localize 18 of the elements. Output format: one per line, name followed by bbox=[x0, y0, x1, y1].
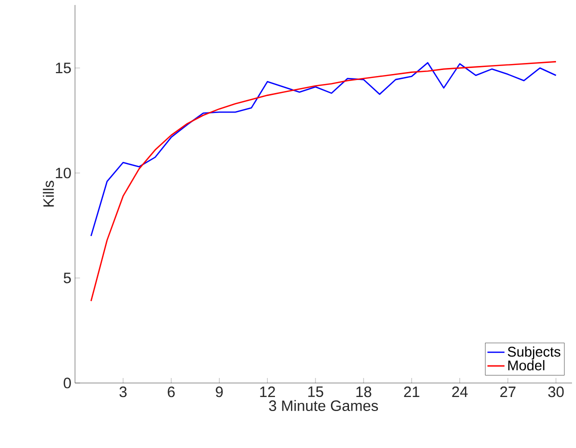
x-tick-label: 15 bbox=[308, 386, 324, 397]
y-tick-label: 5 bbox=[64, 272, 71, 284]
x-tick-label: 12 bbox=[260, 386, 275, 398]
x-tick-label: 6 bbox=[168, 386, 175, 398]
x-tick-label: 18 bbox=[356, 386, 372, 398]
x-tick-label: 24 bbox=[452, 386, 468, 398]
x-tick-label: 21 bbox=[404, 386, 420, 398]
legend-label: Model bbox=[508, 360, 544, 370]
y-tick-label: 10 bbox=[56, 168, 71, 178]
y-axis-title: Kills bbox=[42, 180, 54, 207]
x-axis-title: 3 Minute Games bbox=[269, 400, 378, 412]
y-tick-label: 0 bbox=[64, 378, 71, 388]
y-tick-label: 15 bbox=[56, 62, 71, 74]
legend-label: Subjects bbox=[508, 346, 560, 360]
x-tick-label: 27 bbox=[500, 386, 516, 398]
x-tick-label: 3 bbox=[119, 386, 127, 398]
x-tick-label: 30 bbox=[548, 386, 564, 398]
x-tick-label: 9 bbox=[216, 386, 223, 398]
